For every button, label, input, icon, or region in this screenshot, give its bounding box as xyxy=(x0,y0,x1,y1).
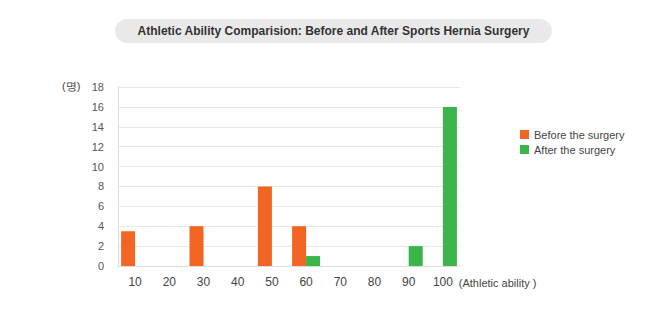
svg-text:10: 10 xyxy=(92,161,104,173)
svg-text:(Athletic ability ): (Athletic ability ) xyxy=(459,277,537,289)
svg-text:8: 8 xyxy=(98,180,104,192)
svg-text:50: 50 xyxy=(265,275,279,289)
svg-text:90: 90 xyxy=(402,275,416,289)
svg-text:70: 70 xyxy=(334,275,348,289)
svg-text:18: 18 xyxy=(92,81,104,93)
svg-text:80: 80 xyxy=(368,275,382,289)
svg-text:2: 2 xyxy=(98,240,104,252)
svg-text:4: 4 xyxy=(98,220,104,232)
svg-text:After the surgery: After the surgery xyxy=(534,144,616,156)
svg-text:Athletic Ability Comparision:: Athletic Ability Comparision: Before and… xyxy=(138,24,530,38)
svg-text:6: 6 xyxy=(98,200,104,212)
svg-text:14: 14 xyxy=(92,121,104,133)
svg-text:(명): (명) xyxy=(62,80,80,92)
svg-text:40: 40 xyxy=(231,275,245,289)
svg-text:12: 12 xyxy=(92,141,104,153)
svg-text:100: 100 xyxy=(433,275,453,289)
svg-text:10: 10 xyxy=(128,275,142,289)
svg-text:Before the surgery: Before the surgery xyxy=(534,129,625,141)
svg-text:30: 30 xyxy=(197,275,211,289)
svg-text:0: 0 xyxy=(98,260,104,272)
svg-text:16: 16 xyxy=(92,101,104,113)
svg-text:60: 60 xyxy=(299,275,313,289)
svg-text:20: 20 xyxy=(163,275,177,289)
